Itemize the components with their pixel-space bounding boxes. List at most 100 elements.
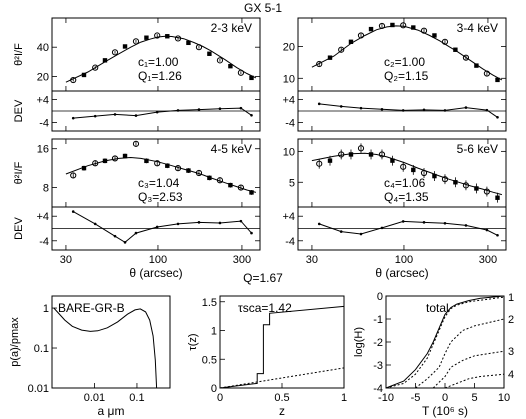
x-axis-label: z xyxy=(279,404,285,418)
data-point-open xyxy=(174,165,182,172)
data-point-open xyxy=(420,27,428,34)
dev-point xyxy=(422,108,426,112)
data-point-open xyxy=(195,44,203,51)
y-tick-label: 10 xyxy=(283,73,295,85)
dev-point xyxy=(155,225,159,229)
dev-tick-label: +4 xyxy=(36,211,49,223)
data-point-filled xyxy=(102,58,108,63)
y-tick-label: 1.5 xyxy=(202,297,217,309)
data-point-filled xyxy=(186,168,191,173)
y-tick-label: 0 xyxy=(377,291,383,303)
y-axis-label: p(a)/pmax xyxy=(9,317,21,367)
data-point-filled xyxy=(368,152,374,157)
dev-tick-label: -4 xyxy=(39,236,49,248)
plot-frame xyxy=(51,295,171,389)
data-point-open xyxy=(357,32,365,39)
data-point-filled xyxy=(207,51,212,56)
dev-tick-label: +4 xyxy=(282,95,295,107)
dev-point xyxy=(113,113,117,116)
data-point-filled xyxy=(453,47,458,52)
dev-point xyxy=(401,220,405,223)
dev-point xyxy=(218,107,222,111)
data-point-open xyxy=(174,35,182,42)
dev-point xyxy=(380,107,384,111)
dev-point xyxy=(197,108,201,111)
dev-point xyxy=(317,102,321,106)
data-point-open xyxy=(483,70,491,77)
dev-point xyxy=(464,106,468,109)
global-q-label: Q=1.67 xyxy=(243,271,283,285)
dev-point xyxy=(134,114,138,117)
y-axis-label: θ²I/F xyxy=(13,161,25,184)
data-point-open xyxy=(154,32,161,39)
figure-title: GX 5-1 xyxy=(244,1,282,15)
dev-axis-label: DEV xyxy=(13,99,25,122)
dev-point xyxy=(176,222,180,226)
data-point-open xyxy=(70,76,77,84)
data-point-filled xyxy=(432,33,437,38)
light-curve-3 xyxy=(415,318,505,389)
dev-tick-label: -4 xyxy=(285,236,295,248)
x-tick-label: 30 xyxy=(60,254,72,266)
data-point-open xyxy=(378,22,386,30)
x-tick-label: 0.01 xyxy=(84,392,105,404)
y-tick-label: 40 xyxy=(37,42,49,54)
x-tick-label: 0.1 xyxy=(129,392,144,404)
dev-axis-label: DEV xyxy=(13,217,25,240)
light-curve-4 xyxy=(432,350,505,389)
data-point-filled xyxy=(368,26,374,32)
dev-point xyxy=(496,233,499,237)
data-point-open xyxy=(70,172,77,179)
dev-curve xyxy=(72,211,252,243)
dev-point xyxy=(113,234,117,238)
dev-point xyxy=(485,228,489,232)
y-tick-label: 20 xyxy=(37,71,49,83)
y-axis-label: log(H) xyxy=(353,327,365,357)
c-label: c₄=1.06 xyxy=(384,176,426,190)
x-tick-label: 300 xyxy=(479,254,497,266)
data-point-open xyxy=(216,177,224,184)
dev-point xyxy=(239,106,243,110)
dev-point xyxy=(71,210,75,213)
x-tick-label: 5 xyxy=(471,392,477,404)
y-tick-label: 20 xyxy=(283,42,295,54)
dev-point xyxy=(380,226,384,230)
y-tick-label: 0 xyxy=(211,383,217,395)
data-point-filled xyxy=(327,55,333,60)
dev-tick-label: +4 xyxy=(36,95,49,107)
data-point-open xyxy=(378,151,386,158)
data-point-open xyxy=(216,57,224,64)
y-tick-label: 0.1 xyxy=(34,343,49,355)
tau-series-2 xyxy=(219,367,345,389)
x-tick-label: 100 xyxy=(395,254,413,266)
dev-point xyxy=(155,110,159,114)
data-point-filled xyxy=(411,167,416,173)
dev-point xyxy=(485,108,489,112)
c-label: c₁=1.00 xyxy=(138,55,179,69)
data-point-filled xyxy=(186,40,191,46)
dev-tick-label: -4 xyxy=(285,117,295,129)
x-tick-label: 100 xyxy=(149,254,167,266)
dev-point xyxy=(176,109,180,112)
tau-series-1 xyxy=(219,305,345,389)
data-point-open xyxy=(92,64,99,71)
dev-curve xyxy=(73,107,252,119)
y-tick-label: -3 xyxy=(373,360,383,372)
data-point-filled xyxy=(122,44,128,49)
y-tick-label: -1 xyxy=(373,314,383,326)
data-point-open xyxy=(92,160,99,167)
dev-point xyxy=(71,116,75,120)
q-label: Q₄=1.35 xyxy=(384,190,429,204)
dev-tick-label: +4 xyxy=(282,211,295,223)
light-curve-2 xyxy=(385,296,505,389)
dev-point xyxy=(339,230,343,233)
data-point-open xyxy=(462,182,470,189)
y-tick-label: 1 xyxy=(43,303,49,315)
dev-point xyxy=(134,231,138,235)
data-point-open xyxy=(237,69,245,76)
light-curve-1 xyxy=(385,295,505,389)
curve-number-label: 1 xyxy=(508,292,514,304)
data-point-filled xyxy=(249,190,254,195)
